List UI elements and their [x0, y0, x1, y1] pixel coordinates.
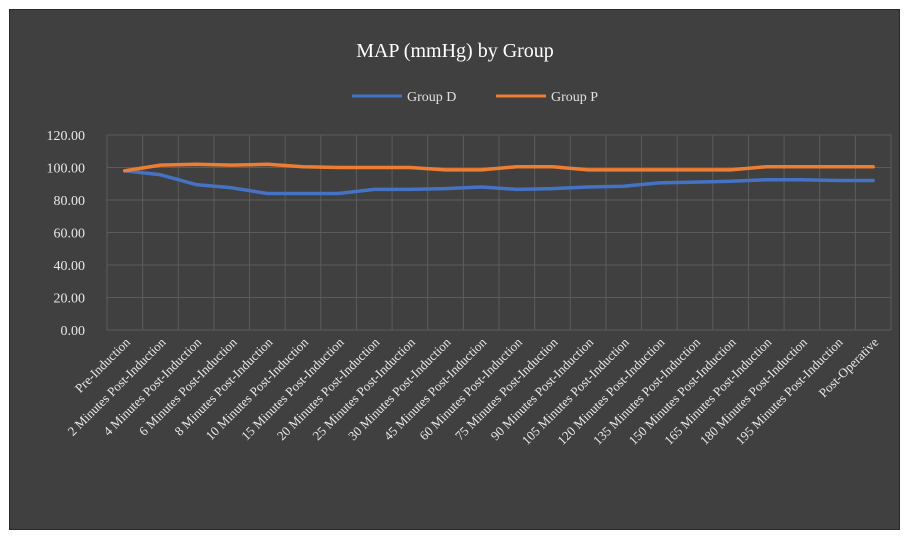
legend-label: Group D — [407, 90, 456, 105]
gridlines — [106, 134, 892, 331]
y-tick-label: 60.00 — [54, 227, 86, 242]
chart-title: MAP (mmHg) by Group — [356, 40, 554, 62]
y-tick-label: 0.00 — [61, 324, 86, 339]
y-tick-label: 100.00 — [47, 162, 86, 177]
y-tick-label: 80.00 — [54, 194, 86, 209]
series-line-group-p — [123, 162, 875, 173]
legend-label: Group P — [551, 90, 598, 105]
y-axis-ticks: 0.00 20.00 40.00 60.00 80.00 100.00 120.00 — [47, 129, 86, 339]
chart-svg: MAP (mmHg) by Group Group D Group P 0.00 2… — [47, 40, 892, 448]
y-tick-label: 120.00 — [47, 129, 86, 144]
y-tick-label: 40.00 — [54, 259, 86, 274]
y-tick-label: 20.00 — [54, 292, 86, 307]
legend: Group D Group P — [352, 90, 598, 105]
series-layer — [123, 162, 875, 196]
chart-frame: MAP (mmHg) by Group Group D Group P 0.00 2… — [9, 9, 900, 530]
series-line-group-d — [123, 169, 875, 196]
